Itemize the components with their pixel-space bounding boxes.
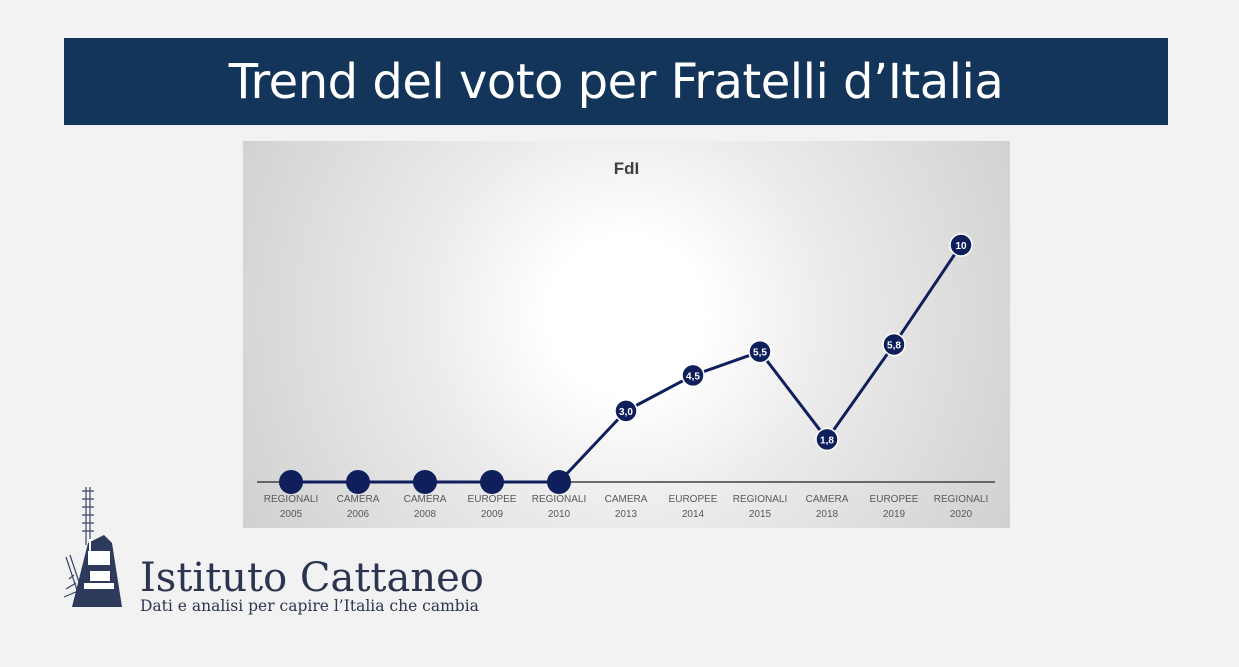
x-tick-label: 2005: [280, 509, 303, 520]
x-tick-label: 2008: [414, 509, 437, 520]
x-tick-label: 2018: [816, 509, 839, 520]
data-label: 5,5: [753, 348, 767, 359]
data-point: [614, 399, 638, 423]
x-tick-label: REGIONALI: [264, 494, 318, 505]
x-tick-label: EUROPEE: [870, 494, 919, 505]
x-tick-label: 2006: [347, 509, 370, 520]
x-tick-label: 2009: [481, 509, 504, 520]
data-point: [279, 470, 303, 494]
chart-panel: FdI REGIONALI 2005 CAMERA 2006 CAMERA 2008 EURO…: [243, 141, 1010, 528]
chart-title: FdI: [614, 159, 640, 178]
data-label: 5,8: [887, 341, 901, 352]
data-point: [949, 233, 973, 257]
x-tick-label: EUROPEE: [468, 494, 517, 505]
data-point: [547, 470, 571, 494]
data-point: [748, 339, 772, 364]
x-tick-label: 2020: [950, 509, 973, 520]
x-tick-label: 2014: [682, 509, 705, 520]
x-tick-label: CAMERA: [404, 494, 447, 505]
x-tick-label: CAMERA: [806, 494, 849, 505]
data-point: [346, 470, 370, 494]
x-tick-label: 2013: [615, 509, 638, 520]
x-tick-label: CAMERA: [337, 494, 380, 505]
data-point: [681, 363, 705, 388]
logo: Istituto Cattaneo Dati e analisi per cap…: [60, 485, 484, 620]
data-point: [413, 470, 437, 494]
page-title: Trend del voto per Fratelli d’Italia: [228, 53, 1004, 110]
data-label: 1,8: [820, 435, 834, 446]
x-tick-label: 2019: [883, 509, 906, 520]
logo-tagline: Dati e analisi per capire l’Italia che c…: [140, 597, 479, 615]
data-point: [480, 470, 504, 494]
x-tick-label: EUROPEE: [669, 494, 718, 505]
x-tick-label: REGIONALI: [733, 494, 787, 505]
data-label: 3,0: [619, 407, 633, 418]
line-chart: FdI REGIONALI 2005 CAMERA 2006 CAMERA 2008 EURO…: [257, 159, 995, 520]
data-point: [815, 427, 839, 452]
x-tick-label: REGIONALI: [934, 494, 988, 505]
x-tick-label: REGIONALI: [532, 494, 586, 505]
data-label: 4,5: [686, 371, 700, 382]
series-line: [291, 244, 963, 484]
title-banner: Trend del voto per Fratelli d’Italia: [64, 38, 1168, 125]
logo-name: Istituto Cattaneo: [140, 555, 484, 601]
data-point: [882, 332, 906, 357]
windmill-icon: [63, 487, 122, 607]
x-tick-label: 2010: [548, 509, 571, 520]
x-tick-label: CAMERA: [605, 494, 648, 505]
x-tick-label: 2015: [749, 509, 772, 520]
data-label: 10: [955, 241, 967, 252]
